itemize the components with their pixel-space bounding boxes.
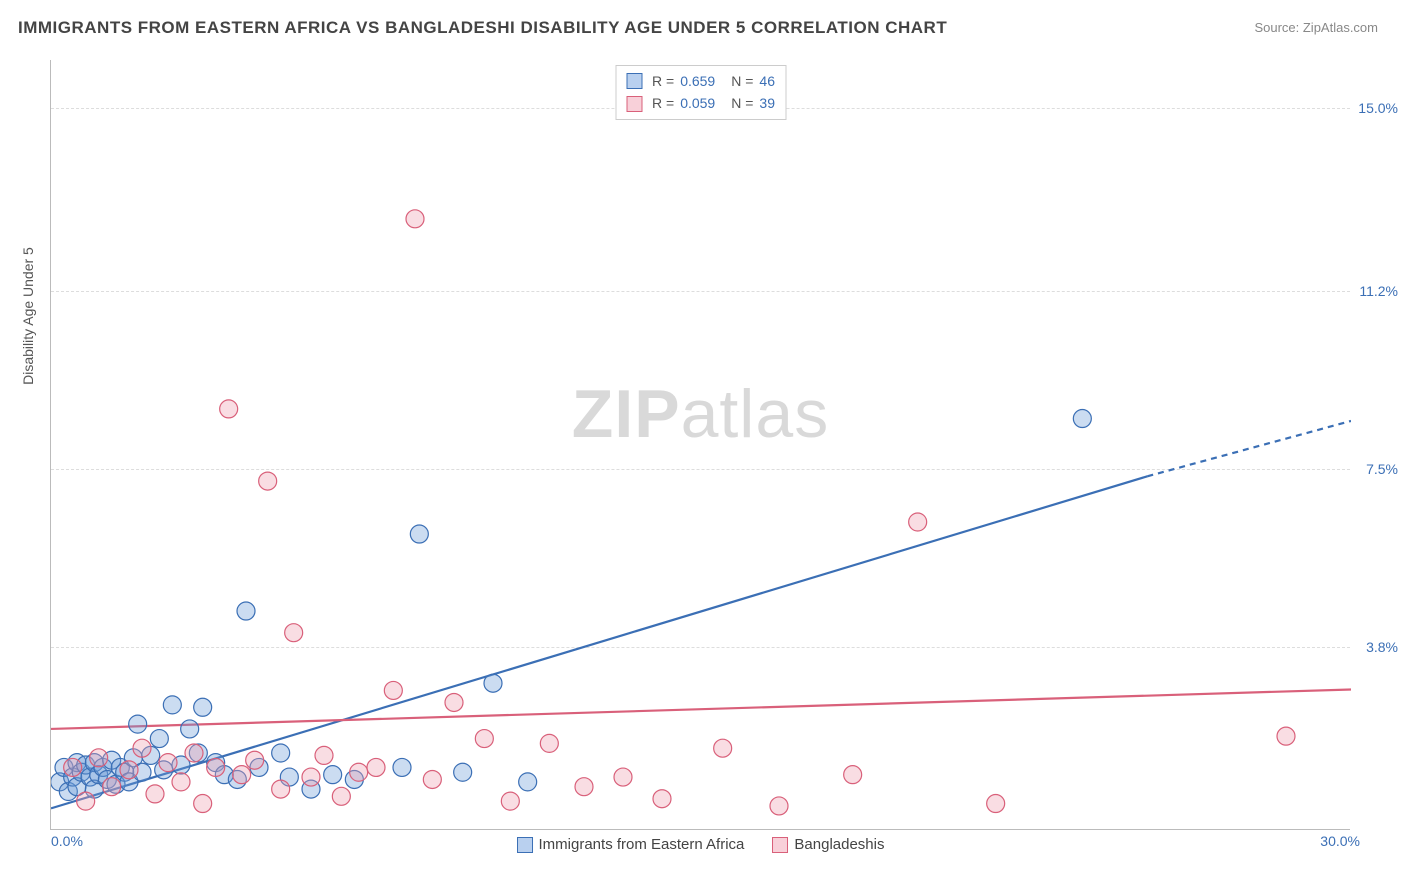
source-attribution: Source: ZipAtlas.com — [1254, 20, 1378, 35]
data-point-pink — [367, 758, 385, 776]
data-point-pink — [194, 795, 212, 813]
legend-row-blue: R = 0.659 N = 46 — [626, 70, 775, 92]
data-point-pink — [445, 693, 463, 711]
data-point-pink — [770, 797, 788, 815]
n-value-blue: 46 — [759, 70, 775, 92]
data-point-pink — [315, 746, 333, 764]
scatter-svg — [51, 60, 1351, 830]
data-point-pink — [614, 768, 632, 786]
swatch-pink — [626, 96, 642, 112]
data-point-blue — [150, 730, 168, 748]
r-value-pink: 0.059 — [680, 92, 715, 114]
data-point-pink — [77, 792, 95, 810]
regression-line-pink — [51, 689, 1351, 728]
correlation-legend: R = 0.659 N = 46 R = 0.059 N = 39 — [615, 65, 786, 120]
swatch-blue — [517, 837, 533, 853]
chart-title: IMMIGRANTS FROM EASTERN AFRICA VS BANGLA… — [18, 18, 947, 38]
source-prefix: Source: — [1254, 20, 1302, 35]
legend-item-blue: Immigrants from Eastern Africa — [517, 836, 745, 853]
data-point-pink — [501, 792, 519, 810]
legend-label-pink: Bangladeshis — [794, 836, 884, 853]
data-point-blue — [484, 674, 502, 692]
swatch-pink — [772, 837, 788, 853]
y-tick-label: 7.5% — [1366, 461, 1398, 477]
data-point-pink — [233, 766, 251, 784]
r-label: R = — [652, 70, 674, 92]
y-tick-label: 3.8% — [1366, 639, 1398, 655]
data-point-blue — [272, 744, 290, 762]
data-point-pink — [259, 472, 277, 490]
data-point-blue — [163, 696, 181, 714]
data-point-pink — [423, 770, 441, 788]
data-point-pink — [987, 795, 1005, 813]
data-point-pink — [172, 773, 190, 791]
data-point-pink — [120, 761, 138, 779]
chart-area: Disability Age Under 5 ZIPatlas R = 0.65… — [50, 60, 1350, 830]
data-point-pink — [302, 768, 320, 786]
r-value-blue: 0.659 — [680, 70, 715, 92]
data-point-pink — [207, 758, 225, 776]
data-point-blue — [519, 773, 537, 791]
plot-region: ZIPatlas R = 0.659 N = 46 R = 0.059 N = … — [50, 60, 1350, 830]
data-point-pink — [844, 766, 862, 784]
n-label: N = — [731, 70, 753, 92]
data-point-pink — [146, 785, 164, 803]
data-point-pink — [714, 739, 732, 757]
data-point-blue — [181, 720, 199, 738]
data-point-pink — [653, 790, 671, 808]
source-link[interactable]: ZipAtlas.com — [1303, 20, 1378, 35]
data-point-pink — [185, 744, 203, 762]
data-point-blue — [237, 602, 255, 620]
data-point-blue — [129, 715, 147, 733]
data-point-pink — [540, 734, 558, 752]
data-point-blue — [393, 758, 411, 776]
data-point-pink — [64, 758, 82, 776]
data-point-pink — [1277, 727, 1295, 745]
n-label: N = — [731, 92, 753, 114]
x-axis-max-label: 30.0% — [1320, 833, 1360, 849]
data-point-pink — [285, 624, 303, 642]
data-point-pink — [575, 778, 593, 796]
data-point-pink — [133, 739, 151, 757]
data-point-pink — [272, 780, 290, 798]
data-point-pink — [246, 751, 264, 769]
legend-item-pink: Bangladeshis — [772, 836, 884, 853]
y-tick-label: 15.0% — [1358, 100, 1398, 116]
y-tick-label: 11.2% — [1359, 283, 1398, 299]
data-point-pink — [332, 787, 350, 805]
data-point-pink — [384, 681, 402, 699]
data-point-pink — [350, 763, 368, 781]
data-point-pink — [90, 749, 108, 767]
y-axis-label: Disability Age Under 5 — [20, 247, 36, 385]
data-point-pink — [220, 400, 238, 418]
data-point-blue — [454, 763, 472, 781]
data-point-pink — [475, 730, 493, 748]
data-point-blue — [194, 698, 212, 716]
legend-label-blue: Immigrants from Eastern Africa — [539, 836, 745, 853]
data-point-pink — [103, 778, 121, 796]
n-value-pink: 39 — [759, 92, 775, 114]
series-legend: Immigrants from Eastern Africa Banglades… — [517, 836, 885, 853]
data-point-pink — [159, 754, 177, 772]
data-point-blue — [324, 766, 342, 784]
data-point-pink — [406, 210, 424, 228]
swatch-blue — [626, 73, 642, 89]
x-axis-min-label: 0.0% — [51, 833, 83, 849]
data-point-blue — [410, 525, 428, 543]
regression-line-dash-blue — [1147, 421, 1351, 476]
data-point-pink — [909, 513, 927, 531]
legend-row-pink: R = 0.059 N = 39 — [626, 92, 775, 114]
r-label: R = — [652, 92, 674, 114]
data-point-blue — [1073, 410, 1091, 428]
